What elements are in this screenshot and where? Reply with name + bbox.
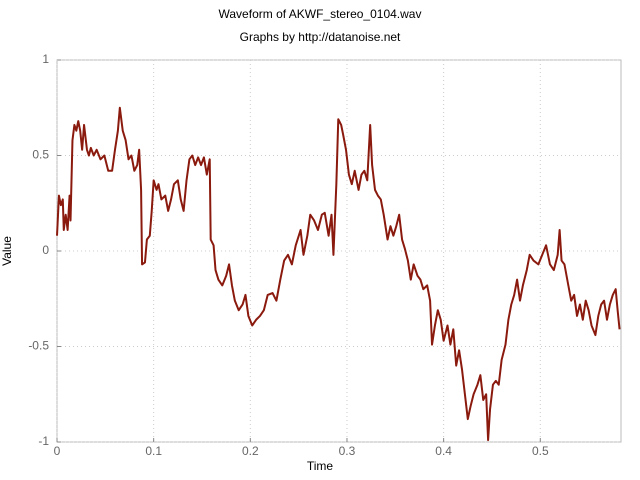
y-tick-label: 1 [42, 52, 49, 66]
chart-title: Waveform of AKWF_stereo_0104.wav [219, 7, 422, 21]
x-tick-label: 0.5 [532, 444, 549, 458]
y-tick-label: -0.5 [28, 339, 49, 353]
x-tick-label: 0.1 [145, 444, 162, 458]
y-tick-label: -1 [38, 434, 49, 448]
chart-subtitle: Graphs by http://datanoise.net [240, 30, 401, 44]
x-tick-label: 0.2 [242, 444, 259, 458]
y-axis-label: Value [0, 236, 14, 266]
y-tick-label: 0 [42, 243, 49, 257]
x-tick-label: 0.3 [339, 444, 356, 458]
waveform-line [56, 106, 621, 442]
y-tick-label: 0.5 [32, 148, 49, 162]
x-tick-label: 0.4 [435, 444, 452, 458]
x-axis-label: Time [307, 459, 334, 473]
x-tick-label: 0 [54, 444, 61, 458]
